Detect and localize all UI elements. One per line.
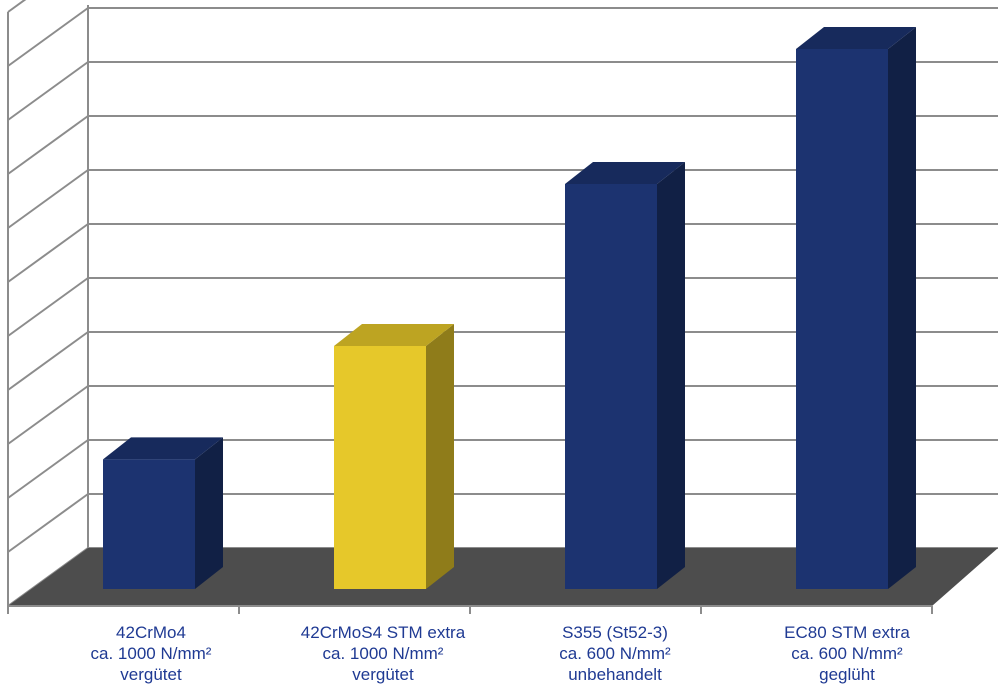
bar bbox=[796, 27, 916, 589]
gridline-side bbox=[7, 169, 89, 229]
bar-top bbox=[796, 27, 916, 49]
bar-top bbox=[565, 162, 685, 184]
bar-side bbox=[657, 162, 685, 589]
bar bbox=[565, 162, 685, 589]
chart-axes bbox=[7, 12, 933, 614]
bar-side bbox=[888, 27, 916, 589]
category-label: 42CrMo4 ca. 1000 N/mm² vergütet bbox=[90, 623, 212, 684]
bar-front bbox=[334, 346, 426, 589]
gridline-side bbox=[7, 115, 89, 175]
bar bbox=[103, 437, 223, 589]
gridline-side bbox=[7, 61, 89, 121]
gridline-side bbox=[7, 439, 89, 499]
category-label: S355 (St52-3) ca. 600 N/mm² unbehandelt bbox=[559, 623, 671, 684]
bar-side bbox=[426, 324, 454, 589]
gridline-side bbox=[7, 277, 89, 337]
gridline-side bbox=[7, 331, 89, 391]
gridline-side bbox=[7, 385, 89, 445]
bar-top bbox=[334, 324, 454, 346]
bar-front bbox=[103, 459, 195, 589]
bar-top bbox=[103, 437, 223, 460]
chart-floor bbox=[8, 548, 998, 606]
gridline bbox=[7, 0, 27, 13]
gridline bbox=[7, 7, 998, 67]
category-label: EC80 STM extra ca. 600 N/mm² geglüht bbox=[784, 623, 910, 684]
gridline-side bbox=[7, 493, 89, 553]
gridline-side bbox=[7, 223, 89, 283]
bar bbox=[334, 324, 454, 589]
gridline-side bbox=[7, 0, 27, 13]
chart-bars bbox=[103, 27, 916, 589]
gridline-side bbox=[7, 7, 89, 67]
bar-front bbox=[796, 49, 888, 589]
bar-side bbox=[195, 437, 223, 589]
bar-front bbox=[565, 184, 657, 589]
category-label: 42CrMoS4 STM extra ca. 1000 N/mm² vergüt… bbox=[300, 623, 466, 684]
